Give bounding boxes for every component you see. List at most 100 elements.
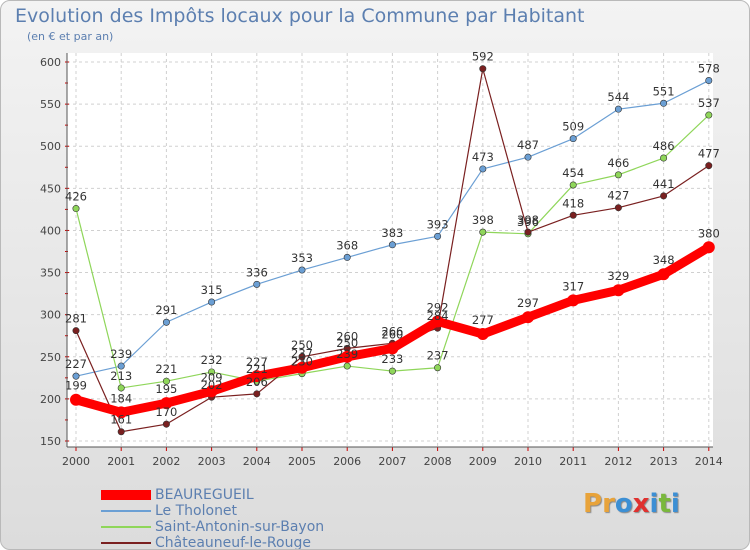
data-point [660, 99, 668, 107]
y-tick-label: 350 [40, 267, 61, 280]
data-point [479, 165, 487, 173]
legend-item: Saint-Antonin-sur-Bayon [101, 519, 324, 535]
legend-label: Le Tholonet [155, 503, 238, 519]
data-label: 315 [201, 283, 223, 297]
x-tick-label: 2002 [152, 455, 180, 468]
data-point [205, 385, 218, 398]
legend-item: Châteauneuf-le-Rouge [101, 535, 324, 550]
x-tick-label: 2000 [62, 455, 90, 468]
data-label: 329 [607, 269, 629, 283]
data-point [705, 162, 713, 170]
y-tick-label: 250 [40, 351, 61, 364]
data-label: 227 [65, 357, 87, 371]
data-label: 250 [291, 338, 313, 352]
data-label: 233 [381, 352, 403, 366]
data-point [72, 327, 80, 335]
data-point [524, 228, 532, 236]
data-point [115, 406, 128, 419]
data-label: 227 [246, 355, 268, 369]
data-label: 486 [653, 139, 675, 153]
plot-area [67, 53, 713, 447]
data-label: 353 [291, 251, 313, 265]
x-tick-label: 2003 [198, 455, 226, 468]
data-point [72, 205, 80, 213]
data-point [208, 298, 216, 306]
data-label: 237 [291, 347, 313, 361]
data-label: 221 [246, 362, 268, 376]
data-point [250, 370, 263, 383]
data-label: 266 [381, 324, 403, 338]
y-tick-label: 550 [40, 98, 61, 111]
data-label: 393 [427, 217, 449, 231]
data-point [386, 342, 399, 355]
proxiti-logo: Proxiti [583, 489, 680, 519]
data-point [567, 294, 580, 307]
data-label: 473 [472, 150, 494, 164]
legend: BEAUREGUEIL Le Tholonet Saint-Antonin-sur-… [101, 487, 324, 550]
x-tick-label: 2008 [424, 455, 452, 468]
data-label: 284 [427, 309, 449, 323]
y-tick-label: 600 [40, 56, 61, 69]
data-label: 466 [607, 156, 629, 170]
data-point [660, 192, 668, 200]
data-label: 281 [65, 312, 87, 326]
data-point [434, 364, 442, 372]
data-label: 383 [381, 226, 403, 240]
x-tick-label: 2006 [333, 455, 361, 468]
legend-label: BEAUREGUEIL [155, 487, 254, 503]
data-label: 260 [381, 327, 403, 341]
data-label: 396 [517, 215, 539, 229]
data-point [253, 280, 261, 288]
data-label: 291 [155, 303, 177, 317]
data-point [70, 393, 82, 406]
data-point [522, 311, 534, 324]
y-tick-label: 150 [40, 435, 61, 448]
data-label: 426 [65, 190, 87, 204]
data-point [479, 228, 487, 236]
data-point [162, 377, 170, 385]
data-label: 592 [472, 50, 494, 64]
legend-label: Châteauneuf-le-Rouge [155, 535, 311, 550]
data-point [296, 361, 308, 374]
data-point [208, 368, 216, 376]
data-point [569, 181, 577, 189]
data-label: 441 [653, 177, 675, 191]
legend-item: Le Tholonet [101, 503, 324, 519]
data-label: 184 [110, 391, 132, 405]
data-label: 209 [201, 370, 223, 384]
data-label: 297 [517, 296, 539, 310]
legend-swatch [101, 490, 151, 500]
data-label: 348 [653, 253, 675, 267]
x-tick-label: 2004 [243, 455, 271, 468]
data-label: 427 [607, 189, 629, 203]
y-tick-label: 300 [40, 309, 61, 322]
data-label: 418 [562, 196, 584, 210]
data-point [162, 318, 170, 326]
logo-letter: r [602, 489, 615, 519]
data-label: 454 [562, 166, 584, 180]
data-label: 195 [155, 382, 177, 396]
x-tick-label: 2005 [288, 455, 316, 468]
data-point [705, 111, 713, 119]
data-label: 292 [427, 300, 449, 314]
data-point [660, 154, 668, 162]
data-point [434, 232, 442, 240]
data-point [431, 315, 444, 328]
data-label: 487 [517, 138, 539, 152]
data-point [479, 65, 487, 73]
data-label: 221 [155, 362, 177, 376]
data-label: 213 [110, 369, 132, 383]
legend-label: Saint-Antonin-sur-Bayon [155, 519, 325, 535]
x-tick-label: 2011 [559, 455, 587, 468]
x-tick-label: 2007 [378, 455, 406, 468]
data-label: 336 [246, 265, 268, 279]
data-label: 250 [336, 336, 358, 350]
data-label: 477 [698, 147, 720, 161]
data-point [614, 171, 622, 179]
data-label: 232 [201, 353, 223, 367]
data-label: 230 [291, 355, 313, 369]
data-point [160, 397, 173, 410]
x-tick-label: 2010 [514, 455, 542, 468]
